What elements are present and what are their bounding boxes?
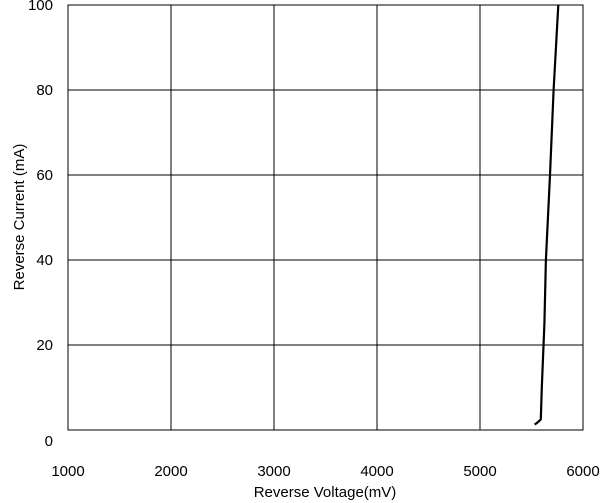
series-line-0	[534, 4, 560, 426]
x-tick-label-3: 4000	[360, 463, 393, 480]
x-tick-label-2: 3000	[257, 463, 290, 480]
plot-border	[67, 4, 584, 431]
y-tick-label-0: 0	[45, 433, 53, 450]
y-axis-label: Reverse Current (mA)	[11, 144, 28, 291]
x-tick-label-5: 6000	[566, 463, 599, 480]
x-tick-label-0: 1000	[51, 463, 84, 480]
plot-background	[68, 5, 583, 430]
grid	[68, 5, 583, 430]
y-tick-label-2: 40	[36, 252, 53, 269]
x-tick-label-1: 2000	[154, 463, 187, 480]
x-axis-label: Reverse Voltage(mV)	[254, 484, 397, 501]
x-tick-label-4: 5000	[463, 463, 496, 480]
y-tick-label-1: 20	[36, 337, 53, 354]
tick-labels: 1000 2000 3000 4000 5000 6000 0 20 40 60 80 100	[28, 0, 600, 480]
y-tick-label-5: 100	[28, 0, 53, 14]
series-layer	[534, 4, 560, 426]
y-tick-label-4: 80	[36, 82, 53, 99]
y-tick-label-3: 60	[36, 167, 53, 184]
